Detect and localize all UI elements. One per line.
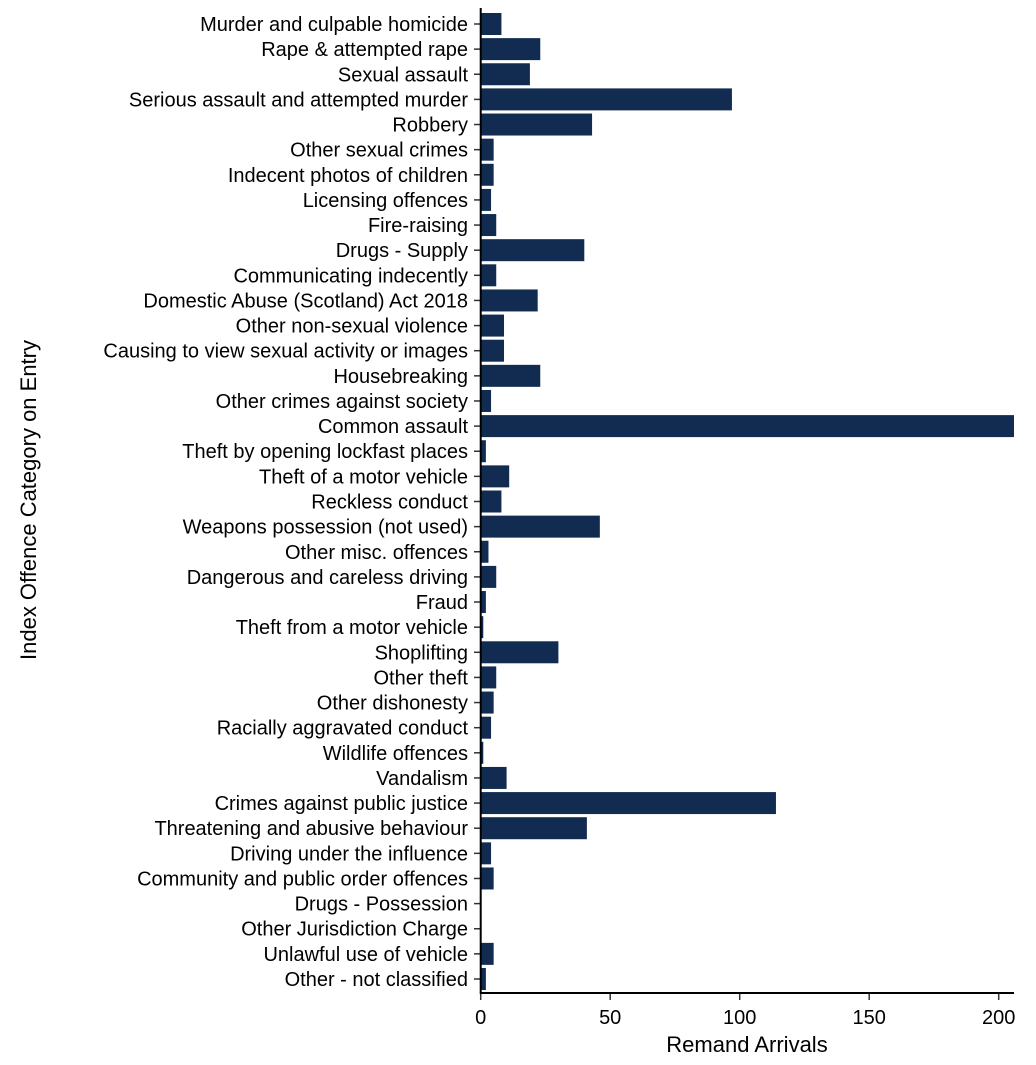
bar-32 xyxy=(480,817,587,840)
x-tick-label: 0 xyxy=(475,1007,486,1029)
bar-13 xyxy=(480,339,505,362)
category-label: Serious assault and attempted murder xyxy=(129,89,468,111)
bar-7 xyxy=(480,188,492,211)
category-label: Rape & attempted rape xyxy=(261,39,468,61)
bar-34 xyxy=(480,867,494,890)
category-label: Other theft xyxy=(374,667,469,689)
bar-37 xyxy=(480,942,494,965)
x-axis-title: Remand Arrivals xyxy=(666,1032,827,1057)
bar-9 xyxy=(480,239,585,262)
category-label: Drugs - Possession xyxy=(295,894,468,916)
category-label: Communicating indecently xyxy=(233,265,468,287)
bar-11 xyxy=(480,289,538,312)
category-label: Other misc. offences xyxy=(285,542,468,564)
category-label: Driving under the influence xyxy=(230,843,468,865)
category-labels: Murder and culpable homicide Rape & attem… xyxy=(103,14,481,991)
y-axis-title: Index Offence Category on Entry xyxy=(16,340,41,660)
category-label: Fraud xyxy=(416,592,468,614)
bar-23 xyxy=(480,591,486,614)
category-label: Wildlife offences xyxy=(323,743,468,765)
category-label: Other dishonesty xyxy=(317,693,468,715)
category-label: Dangerous and careless driving xyxy=(187,567,468,589)
category-label: Indecent photos of children xyxy=(228,165,468,187)
bar-0 xyxy=(480,13,502,35)
category-label: Other Jurisdiction Charge xyxy=(241,919,468,941)
bar-21 xyxy=(480,540,489,563)
category-label: Racially aggravated conduct xyxy=(217,718,469,740)
category-label: Crimes against public justice xyxy=(215,793,468,815)
bar-14 xyxy=(480,364,541,387)
category-label: Theft of a motor vehicle xyxy=(259,466,468,488)
bar-38 xyxy=(480,968,486,990)
bar-27 xyxy=(480,691,494,714)
bar-30 xyxy=(480,766,507,789)
bar-5 xyxy=(480,138,494,161)
bar-3 xyxy=(480,88,732,111)
bar-18 xyxy=(480,465,510,488)
bar-29 xyxy=(480,741,484,764)
x-tick-label: 200 xyxy=(982,1007,1015,1029)
category-label: Unlawful use of vehicle xyxy=(263,944,468,966)
category-label: Community and public order offences xyxy=(137,868,468,890)
category-label: Licensing offences xyxy=(303,190,468,212)
x-tick-label: 150 xyxy=(853,1007,886,1029)
category-label: Fire-raising xyxy=(368,215,468,237)
category-label: Drugs - Supply xyxy=(336,240,468,262)
bar-31 xyxy=(480,792,776,815)
bar-25 xyxy=(480,641,559,664)
bar-4 xyxy=(480,113,593,136)
bar-20 xyxy=(480,515,600,538)
category-label: Vandalism xyxy=(376,768,468,790)
category-label: Theft from a motor vehicle xyxy=(236,617,468,639)
category-label: Other non-sexual violence xyxy=(236,316,468,338)
bar-6 xyxy=(480,163,494,186)
bar-28 xyxy=(480,716,492,739)
category-label: Other - not classified xyxy=(285,969,468,991)
x-tick-label: 100 xyxy=(723,1007,756,1029)
category-label: Housebreaking xyxy=(333,366,468,388)
category-label: Murder and culpable homicide xyxy=(200,14,468,36)
bar-2 xyxy=(480,63,530,86)
bar-26 xyxy=(480,666,497,689)
category-label: Shoplifting xyxy=(375,642,468,664)
category-label: Reckless conduct xyxy=(311,492,468,514)
x-ticks: 0 50 100 150 200 xyxy=(475,993,1015,1029)
bar-1 xyxy=(480,38,541,61)
category-label: Robbery xyxy=(392,115,468,137)
category-label: Sexual assault xyxy=(338,64,469,86)
bar-24 xyxy=(480,616,484,639)
bar-8 xyxy=(480,214,497,237)
bar-10 xyxy=(480,264,497,287)
bar-12 xyxy=(480,314,505,337)
category-label: Theft by opening lockfast places xyxy=(182,441,468,463)
bar-17 xyxy=(480,440,486,463)
bar-16 xyxy=(480,415,1014,438)
x-tick-label: 50 xyxy=(599,1007,621,1029)
category-label: Weapons possession (not used) xyxy=(183,517,468,539)
category-label: Common assault xyxy=(318,416,469,438)
bar-19 xyxy=(480,490,502,513)
category-label: Other sexual crimes xyxy=(290,140,468,162)
category-label: Other crimes against society xyxy=(216,391,468,413)
bar-15 xyxy=(480,389,492,412)
bar-33 xyxy=(480,842,492,865)
category-label: Domestic Abuse (Scotland) Act 2018 xyxy=(143,290,468,312)
category-label: Threatening and abusive behaviour xyxy=(154,818,468,840)
bars-group xyxy=(480,13,1014,990)
category-label: Causing to view sexual activity or image… xyxy=(103,341,468,363)
bar-22 xyxy=(480,565,497,588)
